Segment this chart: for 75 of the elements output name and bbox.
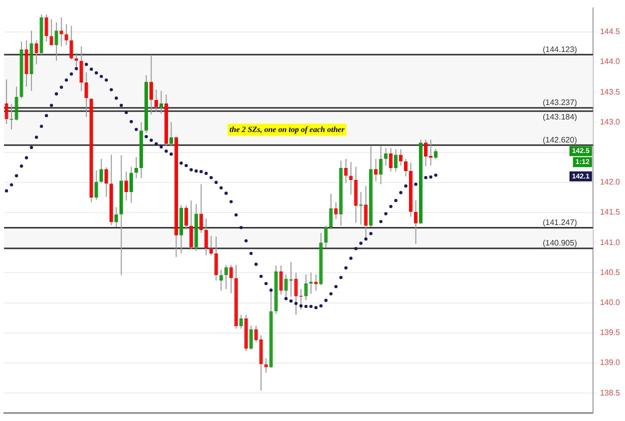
candlestick [189,200,193,250]
candlestick [64,24,68,46]
y-tick-label: 140.0 [600,298,621,308]
candlestick [74,52,78,70]
candlestick [294,272,298,316]
candlestick [329,193,333,230]
candlestick [214,236,218,282]
y-tick-label: 139.5 [600,328,621,338]
candlestick [399,148,403,166]
candlestick [249,325,253,350]
candlestick [344,158,348,184]
y-tick-label: 144.5 [600,27,621,36]
candlestick [50,18,54,46]
candlestick [159,90,164,114]
candlestick [264,358,268,374]
candlestick [284,274,288,300]
candlestick [384,148,388,166]
candlestick [54,22,58,62]
candlestick [129,166,134,204]
candlestick [60,16,64,47]
candlestick [304,274,308,301]
candlestick [324,225,328,248]
candlestick [389,148,393,172]
candlestick [314,274,318,292]
candlestick [394,148,398,172]
candlestick [24,40,28,88]
y-tick-label: 143.0 [600,117,621,126]
candlestick [34,40,38,65]
y-tick-label: 142.0 [600,178,621,187]
candlestick [374,158,378,182]
ref-line-label: (143.237) [542,98,578,108]
candlestick [209,235,213,256]
candlestick [354,166,358,224]
ref-line-label: (140.905) [542,238,578,248]
ref-line-label: (143.184) [542,112,578,122]
candlestick [70,25,74,60]
candlestick [124,171,128,201]
candlestick [44,14,48,42]
y-tick-label: 138.5 [600,388,621,398]
candlestick [169,122,174,147]
candlestick [154,89,158,112]
candlestick [259,334,263,392]
candlestick [219,269,223,292]
candlestick [434,148,438,160]
candlestick [94,170,98,200]
candlestick [104,166,108,198]
candlestick [229,264,233,294]
y-tick-label: 144.0 [600,57,621,66]
candlestick [254,325,258,342]
y-tick-label: 140.5 [600,268,621,277]
candlestick [279,264,283,295]
candlestick [414,200,418,244]
candlestick [100,158,104,184]
y-tick-label: 143.5 [600,87,621,96]
y-tick-label: 139.0 [600,358,621,368]
candlestick [80,46,84,92]
ref-line-label: (142.620) [542,135,578,144]
candlestick [239,314,243,330]
candlestick [199,184,203,234]
candlestick [4,78,8,124]
candlestick [334,202,338,220]
y-tick-label: 141.0 [600,238,621,247]
candlestick [364,186,368,240]
candlestick [379,146,383,185]
candlestick [134,156,138,179]
candlestick [84,72,88,118]
annotation: the 2 SZs, one on top of each other [230,124,346,134]
candlestick [204,218,208,256]
candlestick [149,54,154,115]
ref-line-label: (144.123) [542,44,578,54]
candlestick [404,158,408,177]
candlestick [14,86,18,121]
y-tick-label: 141.5 [600,208,621,217]
ref-line-label: (141.247) [542,218,578,227]
candlestick [184,204,188,230]
